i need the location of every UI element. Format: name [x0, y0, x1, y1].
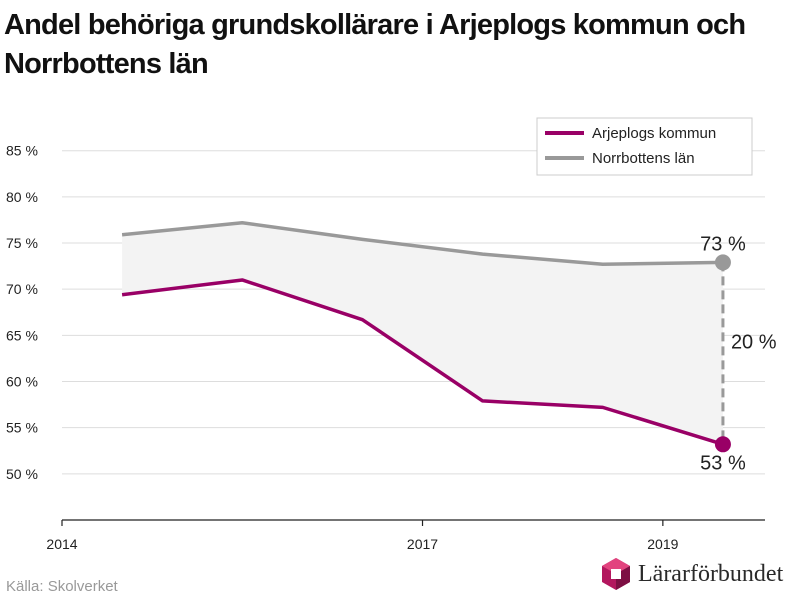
legend-label-arjeplog: Arjeplogs kommun	[592, 125, 716, 142]
end-point-norrbotten	[714, 254, 731, 271]
y-tick-label: 60 %	[6, 374, 38, 390]
legend-label-norrbotten: Norrbottens län	[592, 150, 695, 167]
logo-icon	[602, 558, 630, 590]
difference-label: 20 %	[731, 331, 777, 353]
y-tick-label: 55 %	[6, 420, 38, 436]
x-tick-label: 2017	[407, 536, 438, 552]
y-tick-label: 65 %	[6, 327, 38, 343]
y-tick-label: 70 %	[6, 281, 38, 297]
end-point-arjeplog	[714, 436, 731, 453]
series-line-norrbotten	[121, 220, 723, 267]
lararforbundet-logo: Lärarförbundet	[600, 556, 783, 592]
y-tick-label: 80 %	[6, 189, 38, 205]
end-label-norrbotten: 73 %	[700, 233, 746, 255]
x-tick-label: 2014	[46, 536, 77, 552]
source-note: Källa: Skolverket	[6, 578, 118, 595]
series-line-arjeplog	[121, 278, 724, 446]
difference-area	[122, 222, 723, 445]
logo-text: Lärarförbundet	[638, 560, 784, 587]
y-tick-label: 85 %	[6, 143, 38, 159]
end-label-arjeplog: 53 %	[700, 452, 746, 474]
legend-box	[536, 117, 753, 176]
chart-title: Andel behöriga grundskollärare i Arjeplo…	[4, 9, 746, 80]
x-tick-label: 2019	[647, 536, 678, 552]
y-tick-label: 50 %	[6, 466, 38, 482]
y-tick-label: 75 %	[6, 235, 38, 251]
